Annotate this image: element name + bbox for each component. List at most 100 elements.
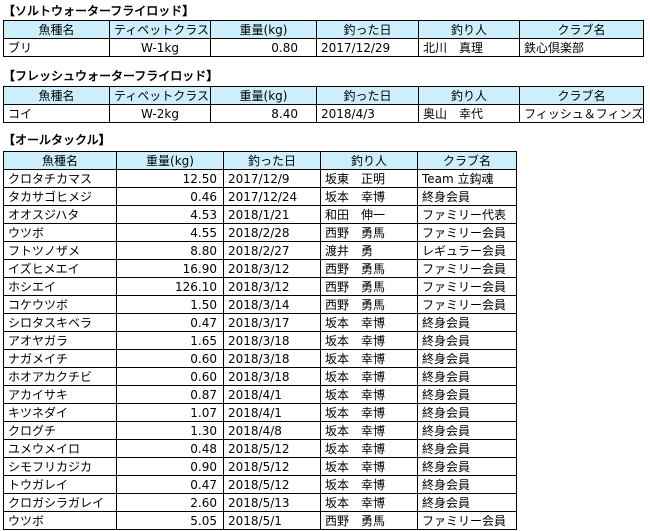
table-row: クロタチカマス 12.50 2017/12/9 坂東 正明 Team 立鈎魂 [3,169,517,188]
table-cell: 2018/5/1 [223,511,321,530]
table-cell: ホシエイ [3,277,117,296]
table-cell: フトツノザメ [3,241,117,260]
table-cell: 終身会員 [417,367,517,386]
table-cell: 坂本 幸博 [320,403,418,422]
table-row: ユメウメイロ 0.48 2018/5/12 坂本 幸博 終身会員 [3,439,517,458]
table-cell: 2018/5/12 [223,457,321,476]
table-cell: トウガレイ [3,475,117,494]
table-cell: 2018/3/12 [223,277,321,296]
table-cell: オオスジハタ [3,205,117,224]
header-row: 魚種名 ティペットクラス 重量(kg) 釣った日 釣り人 クラブ名 [3,20,644,39]
table-cell: 8.80 [116,241,224,260]
table-cell: 坂東 正明 [320,169,418,188]
column-header: 重量(kg) [210,20,317,39]
table-cell: 終身会員 [417,475,517,494]
table-row: クロガシラガレイ 2.60 2018/5/13 坂本 幸博 終身会員 [3,493,517,512]
section-title: 【フレッシュウォーターフライロッド】 [3,69,219,83]
column-header: 魚種名 [3,20,110,39]
column-header: 釣り人 [418,86,520,105]
table-cell: 奥山 幸代 [418,104,520,123]
table-cell: 2018/3/14 [223,295,321,314]
table-cell: 1.50 [116,295,224,314]
table-cell: 坂本 幸博 [320,385,418,404]
table-cell: ブリ [3,38,110,57]
table-cell: クログチ [3,421,117,440]
table-cell: 0.60 [116,367,224,386]
table-row: イズヒメエイ 16.90 2018/3/12 西野 勇馬 ファミリー会員 [3,259,517,278]
table-cell: イズヒメエイ [3,259,117,278]
table-cell: 坂本 幸博 [320,475,418,494]
table-cell: 坂本 幸博 [320,349,418,368]
table-cell: 2018/3/12 [223,259,321,278]
table-cell: フィッシュ＆フィンズ [519,104,644,123]
table-row: アオヤガラ 1.65 2018/3/18 坂本 幸博 終身会員 [3,331,517,350]
table-cell: ナガメイチ [3,349,117,368]
section-title: 【ソルトウォーターフライロッド】 [3,4,195,18]
table-cell: 西野 勇馬 [320,277,418,296]
table-cell: アオヤガラ [3,331,117,350]
column-header: クラブ名 [519,86,644,105]
table-cell: 終身会員 [417,331,517,350]
table-cell: コイ [3,104,110,123]
table-cell: 2018/2/27 [223,241,321,260]
table-cell: W-2kg [109,104,211,123]
table-cell: 終身会員 [417,313,517,332]
table-cell: 終身会員 [417,439,517,458]
table-cell: 2018/5/12 [223,439,321,458]
table-cell: 坂本 幸博 [320,331,418,350]
table-row: タカサゴヒメジ 0.46 2017/12/24 坂本 幸博 終身会員 [3,187,517,206]
table-row: コケウツボ 1.50 2018/3/14 西野 勇馬 ファミリー会員 [3,295,517,314]
table-cell: 坂本 幸博 [320,421,418,440]
table-cell: 西野 勇馬 [320,259,418,278]
table-cell: 0.87 [116,385,224,404]
table-row: ブリ W-1kg 0.80 2017/12/29 北川 真理 鉄心倶楽部 [3,38,644,57]
table-cell: シロタスキベラ [3,313,117,332]
table-cell: 2018/3/18 [223,367,321,386]
table-cell: 0.90 [116,457,224,476]
table-cell: 0.60 [116,349,224,368]
table-row: コイ W-2kg 8.40 2018/4/3 奥山 幸代 フィッシュ＆フィンズ [3,104,644,123]
table-row: ホシエイ 126.10 2018/3/12 西野 勇馬 ファミリー会員 [3,277,517,296]
table-cell: ウツボ [3,511,117,530]
header-row: 魚種名 ティペットクラス 重量(kg) 釣った日 釣り人 クラブ名 [3,86,644,105]
column-header: 釣った日 [316,86,419,105]
table-cell: アカイサキ [3,385,117,404]
table-cell: 1.30 [116,421,224,440]
table-cell: 8.40 [210,104,317,123]
table-cell: 終身会員 [417,187,517,206]
table-cell: 1.07 [116,403,224,422]
table-cell: 16.90 [116,259,224,278]
table-cell: Team 立鈎魂 [417,169,517,188]
table-row: クログチ 1.30 2018/4/8 坂本 幸博 終身会員 [3,421,517,440]
column-header: 魚種名 [3,86,110,105]
table-cell: 2018/4/8 [223,421,321,440]
table-cell: 2018/1/21 [223,205,321,224]
column-header: 釣った日 [316,20,419,39]
table-cell: ファミリー会員 [417,511,517,530]
table-cell: 2018/5/13 [223,493,321,512]
column-header: クラブ名 [417,151,517,170]
column-header: 釣った日 [223,151,321,170]
table-cell: レギュラー会員 [417,241,517,260]
table-cell: タカサゴヒメジ [3,187,117,206]
table-cell: 0.47 [116,313,224,332]
table-cell: 2017/12/24 [223,187,321,206]
table-cell: 坂本 幸博 [320,313,418,332]
table-cell: 12.50 [116,169,224,188]
data-table: 魚種名 ティペットクラス 重量(kg) 釣った日 釣り人 クラブ名 コイ W-2kg 8.40 2… [3,86,644,123]
table-row: ウツボ 5.05 2018/5/1 西野 勇馬 ファミリー会員 [3,511,517,530]
table-cell: 終身会員 [417,493,517,512]
table-cell: 鉄心倶楽部 [519,38,644,57]
table-cell: ユメウメイロ [3,439,117,458]
table-cell: 0.48 [116,439,224,458]
table-cell: 0.80 [210,38,317,57]
table-cell: ウツボ [3,223,117,242]
table-cell: 2.60 [116,493,224,512]
table-cell: 2017/12/29 [316,38,419,57]
table-cell: 北川 真理 [418,38,520,57]
column-header: 釣り人 [320,151,418,170]
table-cell: 5.05 [116,511,224,530]
table-cell: ファミリー会員 [417,223,517,242]
table-cell: 2018/3/17 [223,313,321,332]
table-cell: 終身会員 [417,349,517,368]
